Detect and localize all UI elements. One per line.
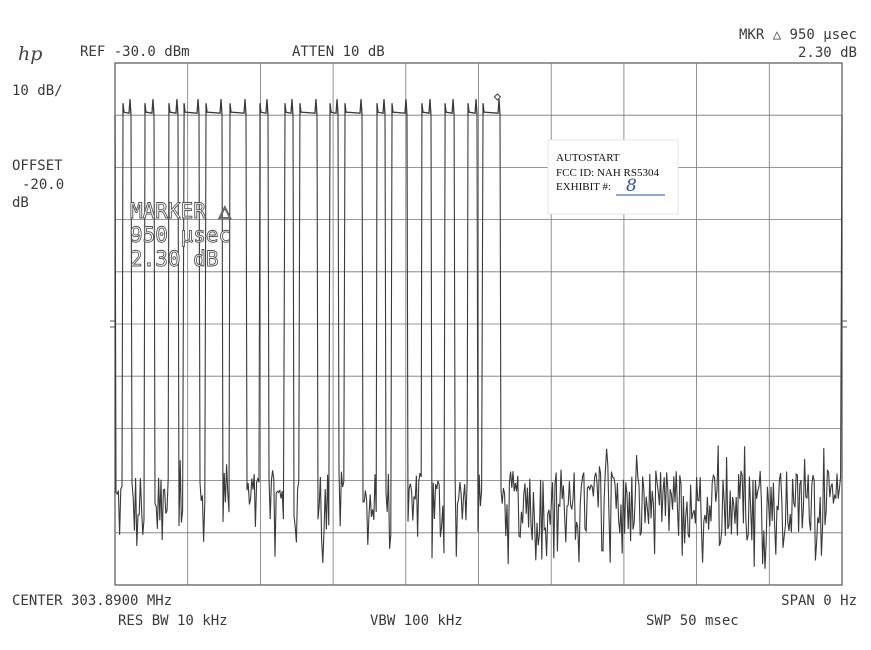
ref-level: REF -30.0 dBm [80, 44, 190, 60]
noise-floor-segment [130, 115, 146, 547]
exhibit-label: AUTOSTART FCC ID: NAH RS5304 EXHIBIT #: … [547, 139, 679, 215]
noise-floor-segment [316, 115, 331, 563]
noise-floor-segment [153, 115, 170, 541]
span: SPAN 0 Hz [781, 593, 857, 609]
pulse [122, 99, 132, 116]
pulse [259, 99, 269, 116]
pulse [482, 99, 501, 116]
marker-diamond [493, 93, 502, 101]
trace [114, 93, 843, 569]
pulse [376, 99, 386, 116]
pulse [144, 99, 155, 116]
exhibit-label-fcc-id: FCC ID: NAH RS5304 [556, 167, 659, 179]
pulse [344, 99, 363, 116]
exhibit-number: 8 [626, 176, 637, 196]
noise-floor-segment [114, 115, 124, 535]
exhibit-label-exhibit: EXHIBIT #: [556, 181, 611, 193]
pulse [229, 99, 247, 116]
noise-floor-segment [361, 115, 378, 545]
sweep-time: SWP 50 msec [646, 613, 739, 629]
pulse [467, 99, 478, 116]
pulse [284, 99, 294, 116]
video-bandwidth: VBW 100 kHz [370, 613, 463, 629]
pulse [391, 99, 408, 116]
noise-floor-segment [245, 115, 261, 527]
pulse [299, 99, 318, 116]
graticule [110, 62, 847, 586]
resolution-bandwidth: RES BW 10 kHz [118, 613, 228, 629]
marker-annotation-time: 950 µsec [130, 223, 231, 247]
pulse [329, 99, 339, 116]
pulse [168, 99, 179, 116]
noise-floor-segment [267, 115, 286, 557]
pulse [444, 99, 455, 116]
marker-readout-delta-amplitude: 2.30 dB [798, 45, 857, 61]
noise-floor-segment [499, 115, 843, 569]
noise-floor-segment [198, 115, 207, 542]
pulse [205, 99, 223, 116]
pulse [183, 99, 200, 116]
marker-annotation-amplitude: 2.30 dB [130, 247, 219, 271]
exhibit-label-autostart: AUTOSTART [556, 152, 620, 164]
marker-annotation-title: MARKER △ [130, 199, 232, 223]
noise-floor-segment [221, 115, 231, 523]
noise-floor-segment [337, 115, 346, 527]
noise-floor-segment [292, 115, 301, 543]
center-frequency: CENTER 303.8900 MHz [12, 593, 172, 609]
offset-unit: dB [12, 195, 29, 211]
offset-label: OFFSET [12, 158, 63, 174]
scale-per-division: 10 dB/ [12, 83, 63, 99]
noise-floor-segment [177, 115, 185, 527]
noise-floor-segment [406, 115, 423, 537]
hp-logo: hp [18, 43, 42, 65]
pulse [421, 99, 432, 116]
noise-floor-segment [384, 115, 393, 549]
noise-floor-segment [430, 115, 446, 559]
noise-floor-segment [476, 115, 484, 532]
marker-readout-delta-time: MKR △ 950 µsec [739, 27, 857, 43]
attenuation: ATTEN 10 dB [292, 44, 385, 60]
noise-floor-segment [453, 115, 469, 557]
offset-value: -20.0 [22, 177, 64, 193]
